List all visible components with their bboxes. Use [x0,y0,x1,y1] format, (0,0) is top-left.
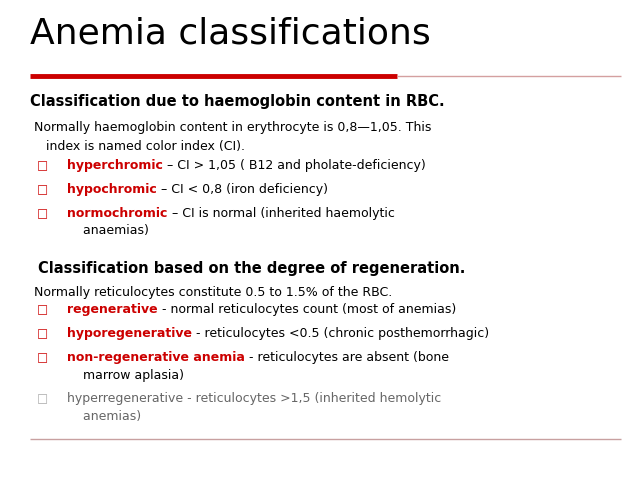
Text: anaemias): anaemias) [67,224,149,237]
Text: hyporegenerative: hyporegenerative [67,327,192,340]
Text: hyperregenerative - reticulocytes >1,5 (inherited hemolytic: hyperregenerative - reticulocytes >1,5 (… [67,392,442,405]
Text: anemias): anemias) [67,410,141,423]
Text: □: □ [37,159,48,172]
Text: Anemia classifications: Anemia classifications [30,17,431,51]
Text: non-regenerative anemia: non-regenerative anemia [67,351,245,364]
Text: - normal reticulocytes count (most of anemias): - normal reticulocytes count (most of an… [158,303,456,316]
Text: □: □ [37,183,48,196]
Text: marrow aplasia): marrow aplasia) [67,369,184,382]
Text: hyperchromic: hyperchromic [67,159,163,172]
Text: □: □ [37,351,48,364]
Text: □: □ [37,392,48,405]
Text: Normally haemoglobin content in erythrocyte is 0,8—1,05. This: Normally haemoglobin content in erythroc… [30,121,431,134]
Text: – CI is normal (inherited haemolytic: – CI is normal (inherited haemolytic [168,207,394,220]
Text: index is named color index (CI).: index is named color index (CI). [30,140,245,153]
Text: – CI > 1,05 ( B12 and pholate-deficiency): – CI > 1,05 ( B12 and pholate-deficiency… [163,159,426,172]
Text: – CI < 0,8 (iron deficiency): – CI < 0,8 (iron deficiency) [157,183,328,196]
Text: Classification due to haemoglobin content in RBC.: Classification due to haemoglobin conten… [30,94,445,108]
Text: normochromic: normochromic [67,207,168,220]
Text: □: □ [37,303,48,316]
Text: - reticulocytes <0.5 (chronic posthemorrhagic): - reticulocytes <0.5 (chronic posthemorr… [192,327,490,340]
Text: □: □ [37,327,48,340]
Text: Normally reticulocytes constitute 0.5 to 1.5% of the RBC.: Normally reticulocytes constitute 0.5 to… [30,286,392,299]
Text: Classification based on the degree of regeneration.: Classification based on the degree of re… [38,261,466,276]
Text: hypochromic: hypochromic [67,183,157,196]
Text: □: □ [37,207,48,220]
Text: - reticulocytes are absent (bone: - reticulocytes are absent (bone [245,351,449,364]
Text: regenerative: regenerative [67,303,158,316]
